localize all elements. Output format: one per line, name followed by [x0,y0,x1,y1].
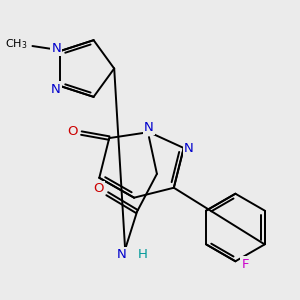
Text: F: F [242,258,249,271]
Text: CH$_3$: CH$_3$ [5,37,28,51]
Text: N: N [51,41,61,55]
Text: O: O [67,124,78,138]
Text: N: N [184,142,194,154]
Text: N: N [50,82,60,95]
Text: N: N [116,248,126,261]
Text: H: H [138,248,148,261]
Text: N: N [144,121,154,134]
Text: O: O [93,182,104,195]
